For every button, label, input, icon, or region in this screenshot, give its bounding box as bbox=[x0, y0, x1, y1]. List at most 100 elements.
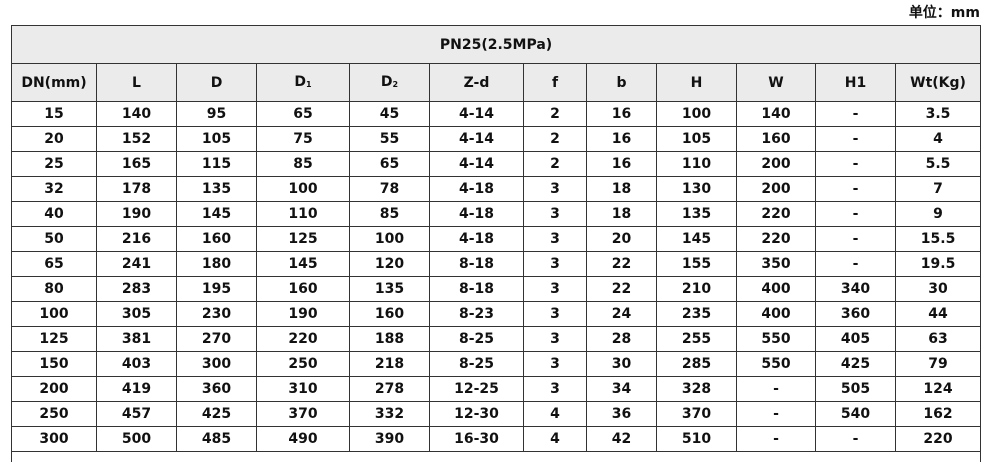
table-cell: 283 bbox=[97, 277, 177, 302]
table-cell: - bbox=[737, 402, 816, 427]
table-cell: 3 bbox=[524, 177, 587, 202]
table-cell: 505 bbox=[816, 377, 896, 402]
table-cell: 485 bbox=[177, 427, 257, 452]
table-cell: 145 bbox=[657, 227, 737, 252]
table-cell: 135 bbox=[177, 177, 257, 202]
table-cell: 20 bbox=[587, 227, 657, 252]
table-cell: 255 bbox=[657, 327, 737, 352]
table-cell: 30 bbox=[587, 352, 657, 377]
column-header: W bbox=[737, 64, 816, 102]
table-cell: 18 bbox=[587, 202, 657, 227]
table-cell: 125 bbox=[257, 227, 350, 252]
column-header-subscript: 1 bbox=[306, 80, 312, 89]
table-cell: 180 bbox=[177, 252, 257, 277]
table-cell: 3 bbox=[524, 227, 587, 252]
column-header-subscript: 2 bbox=[393, 80, 399, 89]
table-cell: 5.5 bbox=[896, 152, 981, 177]
table-cell: 550 bbox=[737, 352, 816, 377]
table-cell: 220 bbox=[257, 327, 350, 352]
table-cell: 140 bbox=[737, 102, 816, 127]
table-cell: 305 bbox=[97, 302, 177, 327]
table-cell: 360 bbox=[816, 302, 896, 327]
table-cell: 135 bbox=[657, 202, 737, 227]
table-cell: 360 bbox=[177, 377, 257, 402]
table-cell: 20 bbox=[12, 127, 97, 152]
table-cell: - bbox=[816, 427, 896, 452]
table-cell: - bbox=[816, 102, 896, 127]
table-cell: 250 bbox=[12, 402, 97, 427]
table-cell: 4-18 bbox=[430, 202, 524, 227]
table-cell: 220 bbox=[737, 227, 816, 252]
table-cell: 3 bbox=[524, 302, 587, 327]
column-header-label: D bbox=[294, 74, 306, 90]
table-cell: 190 bbox=[257, 302, 350, 327]
table-cell: 15 bbox=[12, 102, 97, 127]
column-header-label: H1 bbox=[845, 75, 866, 91]
column-header: Z-d bbox=[430, 64, 524, 102]
table-cell: 28 bbox=[587, 327, 657, 352]
column-header: D1 bbox=[257, 64, 350, 102]
table-cell: 218 bbox=[350, 352, 430, 377]
table-cell: 12-30 bbox=[430, 402, 524, 427]
column-header: f bbox=[524, 64, 587, 102]
table-cell: 250 bbox=[257, 352, 350, 377]
table-cell: 22 bbox=[587, 252, 657, 277]
table-cell: 16 bbox=[587, 152, 657, 177]
table-cell: 400 bbox=[737, 302, 816, 327]
table-cell: 390 bbox=[350, 427, 430, 452]
table-cell: 8-18 bbox=[430, 277, 524, 302]
table-cell: 100 bbox=[257, 177, 350, 202]
table-cell: 235 bbox=[657, 302, 737, 327]
table-cell: 4-18 bbox=[430, 227, 524, 252]
table-cell: 3 bbox=[524, 352, 587, 377]
table-cell: 16 bbox=[587, 127, 657, 152]
table-cell: 216 bbox=[97, 227, 177, 252]
table-title: PN25(2.5MPa) bbox=[12, 26, 981, 64]
column-header-label: H bbox=[691, 75, 703, 91]
table-cell: 18 bbox=[587, 177, 657, 202]
table-cell: 8-23 bbox=[430, 302, 524, 327]
table-cell: 200 bbox=[12, 377, 97, 402]
table-cell: 285 bbox=[657, 352, 737, 377]
table-cell: 55 bbox=[350, 127, 430, 152]
table-cell: 4 bbox=[524, 427, 587, 452]
table-cell: 105 bbox=[177, 127, 257, 152]
table-cell: 80 bbox=[12, 277, 97, 302]
table-cell: 125 bbox=[12, 327, 97, 352]
table-cell: 419 bbox=[97, 377, 177, 402]
table-cell: 550 bbox=[737, 327, 816, 352]
table-cell: 8-18 bbox=[430, 252, 524, 277]
table-cell: 145 bbox=[177, 202, 257, 227]
column-header: D bbox=[177, 64, 257, 102]
table-cell: 400 bbox=[737, 277, 816, 302]
table-cell: 63 bbox=[896, 327, 981, 352]
table-cell: 300 bbox=[177, 352, 257, 377]
column-header-label: DN(mm) bbox=[21, 75, 86, 91]
table-cell: 190 bbox=[97, 202, 177, 227]
column-header: D2 bbox=[350, 64, 430, 102]
table-cell: 100 bbox=[657, 102, 737, 127]
table-cell: 162 bbox=[896, 402, 981, 427]
table-cell: 160 bbox=[177, 227, 257, 252]
table-cell: 16 bbox=[587, 102, 657, 127]
table-cell: 2 bbox=[524, 152, 587, 177]
column-header-label: D bbox=[211, 75, 223, 91]
table-cell: 32 bbox=[12, 177, 97, 202]
table-cell: 3 bbox=[524, 277, 587, 302]
table-cell: 115 bbox=[177, 152, 257, 177]
table-cell: 100 bbox=[350, 227, 430, 252]
table-cell: 130 bbox=[657, 177, 737, 202]
table-cell: - bbox=[816, 152, 896, 177]
table-cell: 95 bbox=[177, 102, 257, 127]
table-cell: 540 bbox=[816, 402, 896, 427]
table-cell: 220 bbox=[737, 202, 816, 227]
